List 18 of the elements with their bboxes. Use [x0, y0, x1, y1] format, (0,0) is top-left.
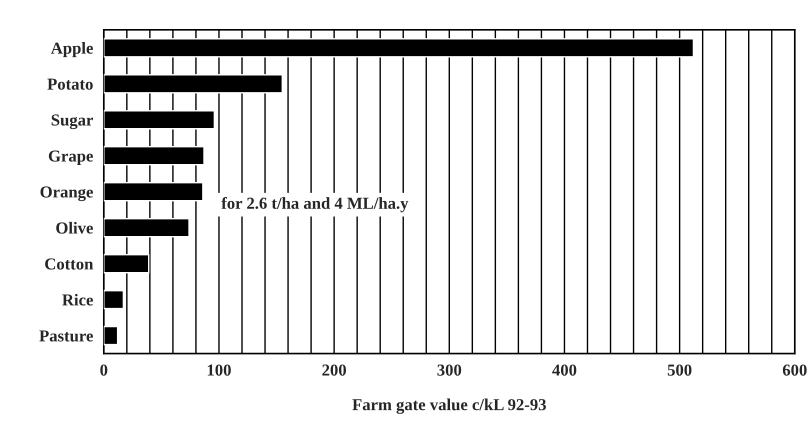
x-tick-label: 600	[782, 364, 807, 376]
x-axis-title: Farm gate value c/kL 92-93	[352, 398, 546, 414]
y-tick-label: Apple	[50, 42, 93, 58]
x-tick-label: 0	[100, 364, 108, 376]
y-tick-label: Grape	[48, 150, 93, 166]
y-tick-label: Pasture	[39, 330, 93, 342]
annotation: for 2.6 t/ha and 4 ML/ha.y	[221, 196, 408, 212]
x-tick-label: 500	[668, 364, 692, 376]
x-tick-label: 200	[322, 364, 346, 376]
x-tick-label: 300	[437, 364, 462, 376]
y-tick-label: Olive	[56, 222, 93, 234]
x-tick-label: 400	[552, 364, 576, 376]
y-tick-label: Orange	[40, 186, 93, 202]
y-tick-label: Rice	[62, 294, 93, 306]
y-tick-label: Potato	[47, 78, 93, 90]
y-tick-label: Sugar	[52, 114, 94, 130]
x-tick-label: 100	[208, 364, 231, 376]
y-tick-label: Cotton	[45, 258, 94, 270]
